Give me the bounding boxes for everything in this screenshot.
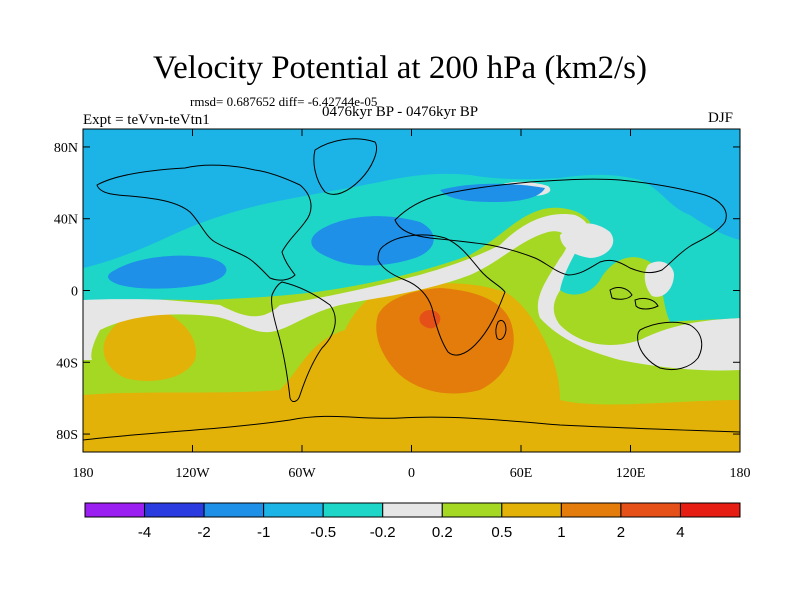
lat-tick-label: 40S xyxy=(56,356,78,371)
colorbar-label: -1 xyxy=(257,524,270,541)
colorbar-label: -0.2 xyxy=(370,524,396,541)
lon-tick-label: 180 xyxy=(730,466,751,481)
lat-tick-label: 80N xyxy=(54,141,78,156)
colorbar-label: 2 xyxy=(617,524,625,541)
contour-band-3 xyxy=(419,310,441,329)
contour-blue-atlantic xyxy=(311,216,434,266)
lat-axis: 80N 40N 0 40S 80S xyxy=(54,141,740,443)
contour-zero-patch-2 xyxy=(644,261,674,297)
coast-north-america xyxy=(96,164,312,281)
colorbar-swatch-4 xyxy=(322,502,384,518)
period-label: 0476kyr BP - 0476kyr BP xyxy=(322,104,479,120)
colorbar: -4 -2 -1 -0.5 -0.2 0.2 0.5 1 2 4 xyxy=(84,502,741,541)
coast-madagascar xyxy=(495,319,507,341)
lat-tick-label: 80S xyxy=(56,428,78,443)
colorbar-label: 0.5 xyxy=(491,524,512,541)
colorbar-swatch-9 xyxy=(620,502,681,518)
coast-africa xyxy=(377,234,506,356)
lat-tick-label: 0 xyxy=(71,285,78,300)
coast-antarctica xyxy=(83,415,740,441)
colorbar-label: -4 xyxy=(138,524,151,541)
colorbar-swatch-3 xyxy=(263,502,324,518)
coast-maritime xyxy=(609,287,659,310)
contour-zero-patch-1 xyxy=(560,223,614,258)
lon-tick-label: 60E xyxy=(510,466,533,481)
lon-axis: 180 120W 60W 0 60E 120E 180 xyxy=(73,129,751,481)
contour-band-2 xyxy=(376,288,514,394)
colorbar-swatch-1 xyxy=(144,502,205,518)
colorbar-swatch-7 xyxy=(501,502,562,518)
colorbar-label: -0.5 xyxy=(310,524,336,541)
contour-patch-orange-pacific xyxy=(103,310,196,381)
colorbar-swatch-5 xyxy=(382,502,443,518)
coastlines xyxy=(83,138,740,441)
contour-lightblue-arctic xyxy=(83,129,740,200)
colorbar-label: -2 xyxy=(197,524,210,541)
colorbar-swatch-0 xyxy=(84,502,146,518)
colorbar-label: 4 xyxy=(676,524,684,541)
coast-australia xyxy=(637,321,703,371)
colorbar-label: 1 xyxy=(557,524,565,541)
lon-tick-label: 120W xyxy=(175,466,210,481)
experiment-label: Expt = teVvn-teVtn1 xyxy=(83,112,210,128)
colorbar-swatch-10 xyxy=(679,502,741,518)
lon-tick-label: 60W xyxy=(288,466,316,481)
plot-title: Velocity Potential at 200 hPa (km2/s) xyxy=(152,50,648,86)
stats-text: rmsd= 0.687652 diff= -6.42744e-05 xyxy=(190,94,378,109)
season-label: DJF xyxy=(708,110,734,126)
colorbar-swatch-2 xyxy=(203,502,265,518)
map-plot-area xyxy=(83,129,740,452)
coast-eurasia xyxy=(394,178,727,276)
contour-blue-pacific xyxy=(108,255,227,289)
colorbar-label: 0.2 xyxy=(432,524,453,541)
colorbar-swatch-6 xyxy=(441,502,503,518)
lon-tick-label: 0 xyxy=(408,466,415,481)
coast-greenland xyxy=(313,138,377,195)
contour-blue-eurasia xyxy=(440,183,545,202)
contour-green-africa xyxy=(270,238,567,340)
lon-tick-label: 180 xyxy=(73,466,94,481)
colorbar-swatch-8 xyxy=(560,502,622,518)
coast-south-america xyxy=(271,281,336,403)
lon-tick-label: 120E xyxy=(616,466,646,481)
lat-tick-label: 40N xyxy=(54,213,78,228)
